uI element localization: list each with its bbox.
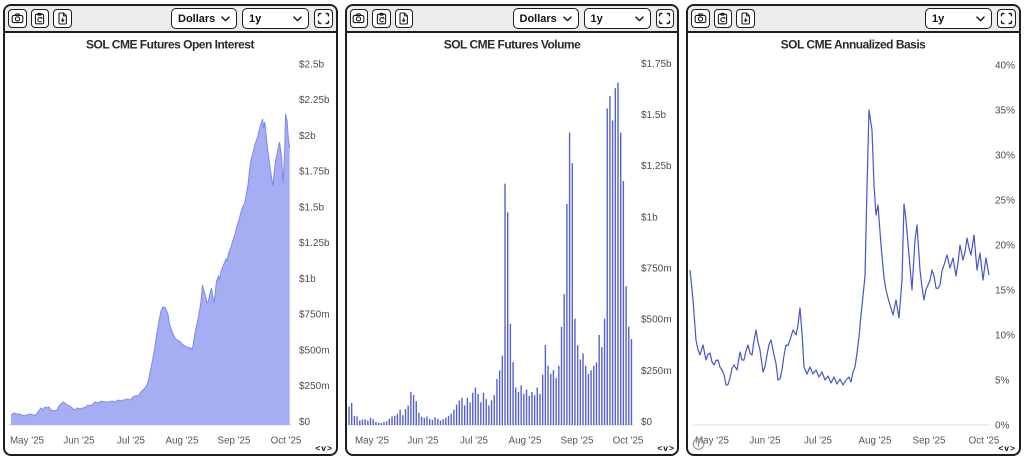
svg-text:Jul '25: Jul '25	[459, 436, 488, 447]
svg-text:<v>: <v>	[998, 443, 1016, 452]
svg-text:$0: $0	[641, 417, 653, 428]
svg-text:10%: 10%	[995, 331, 1015, 342]
svg-text:$0: $0	[299, 417, 311, 428]
svg-text:$1.75b: $1.75b	[641, 59, 672, 70]
svg-text:May '25: May '25	[695, 436, 730, 447]
svg-text:$2.25b: $2.25b	[299, 95, 330, 106]
svg-text:Aug '25: Aug '25	[508, 436, 541, 447]
svg-text:Oct '25: Oct '25	[271, 436, 302, 447]
svg-text:0%: 0%	[995, 421, 1010, 432]
svg-text:Sep '25: Sep '25	[560, 436, 593, 447]
svg-text:5%: 5%	[995, 376, 1010, 387]
svg-text:$250m: $250m	[641, 366, 672, 377]
svg-text:Oct '25: Oct '25	[969, 436, 1000, 447]
svg-text:$750m: $750m	[641, 264, 672, 275]
svg-text:May '25: May '25	[10, 436, 45, 447]
svg-text:30%: 30%	[995, 151, 1015, 162]
svg-text:40%: 40%	[995, 61, 1015, 72]
svg-text:35%: 35%	[995, 106, 1015, 117]
svg-text:$250m: $250m	[299, 381, 330, 392]
svg-text:Sep '25: Sep '25	[218, 436, 251, 447]
svg-text:$1b: $1b	[641, 212, 658, 223]
svg-text:Jul '25: Jul '25	[117, 436, 146, 447]
svg-text:Aug '25: Aug '25	[166, 436, 199, 447]
svg-text:SOL CME Annualized Basis: SOL CME Annualized Basis	[781, 38, 927, 52]
svg-text:May '25: May '25	[355, 436, 390, 447]
svg-text:Sep '25: Sep '25	[913, 436, 946, 447]
svg-text:20%: 20%	[995, 241, 1015, 252]
svg-text:SOL CME Futures Open Interest: SOL CME Futures Open Interest	[86, 38, 254, 52]
svg-text:15%: 15%	[995, 286, 1015, 297]
svg-text:$1.75b: $1.75b	[299, 167, 330, 178]
svg-text:Aug '25: Aug '25	[859, 436, 892, 447]
svg-text:Jul '25: Jul '25	[804, 436, 833, 447]
svg-text:Jun '25: Jun '25	[407, 436, 439, 447]
svg-text:$500m: $500m	[641, 315, 672, 326]
svg-text:SOL CME Futures Volume: SOL CME Futures Volume	[443, 38, 580, 52]
svg-text:Jun '25: Jun '25	[749, 436, 781, 447]
svg-text:$2.5b: $2.5b	[299, 59, 324, 70]
svg-text:25%: 25%	[995, 196, 1015, 207]
svg-text:$2b: $2b	[299, 131, 316, 142]
svg-text:Jun '25: Jun '25	[63, 436, 95, 447]
svg-text:$1b: $1b	[299, 274, 316, 285]
svg-text:$750m: $750m	[299, 310, 330, 321]
svg-text:$1.25b: $1.25b	[641, 161, 672, 172]
svg-text:$500m: $500m	[299, 346, 330, 357]
svg-text:<v>: <v>	[657, 443, 675, 452]
svg-text:<v>: <v>	[315, 443, 333, 452]
svg-text:$1.5b: $1.5b	[641, 110, 666, 121]
svg-text:$1.5b: $1.5b	[299, 202, 324, 213]
svg-text:$1.25b: $1.25b	[299, 238, 330, 249]
svg-text:Oct '25: Oct '25	[612, 436, 643, 447]
